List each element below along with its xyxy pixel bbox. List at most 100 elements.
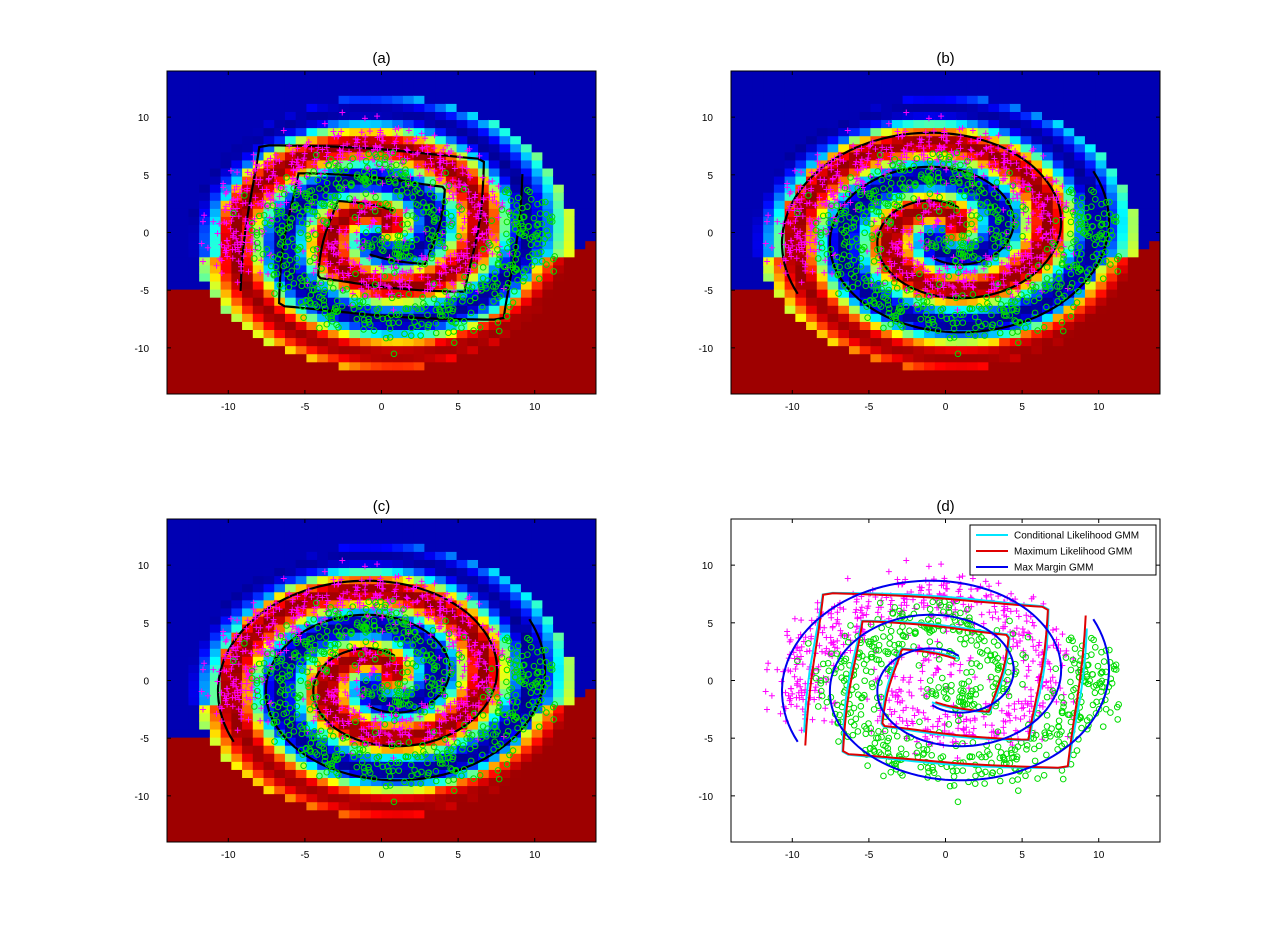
circle-marker bbox=[945, 160, 953, 168]
plus-marker bbox=[434, 259, 441, 266]
plus-marker bbox=[802, 232, 809, 239]
plus-marker bbox=[259, 645, 266, 652]
circle-marker bbox=[852, 683, 860, 691]
circle-marker bbox=[353, 763, 361, 771]
plus-marker bbox=[256, 163, 263, 170]
plus-marker bbox=[244, 617, 251, 624]
plus-marker bbox=[982, 130, 989, 137]
plus-marker bbox=[963, 716, 970, 723]
plus-marker bbox=[814, 158, 821, 165]
circle-marker bbox=[1031, 309, 1039, 317]
circle-marker bbox=[866, 745, 874, 753]
circle-marker bbox=[310, 734, 318, 742]
circle-marker bbox=[489, 283, 497, 290]
plus-marker bbox=[791, 673, 798, 680]
circle-marker bbox=[1106, 198, 1113, 206]
x-tick-label: -10 bbox=[785, 402, 800, 413]
circle-marker bbox=[404, 189, 411, 196]
plus-marker bbox=[922, 285, 929, 292]
circle-marker bbox=[299, 277, 306, 285]
plus-marker bbox=[796, 199, 803, 206]
plus-marker bbox=[456, 199, 463, 206]
circle-marker bbox=[444, 298, 451, 305]
circle-marker bbox=[337, 615, 344, 622]
plus-marker bbox=[809, 716, 816, 723]
plus-marker bbox=[792, 665, 799, 672]
circle-marker bbox=[424, 311, 431, 319]
plus-marker bbox=[471, 642, 478, 649]
circle-marker bbox=[852, 715, 860, 723]
plus-marker bbox=[955, 140, 962, 147]
plus-marker bbox=[940, 294, 947, 301]
plus-marker bbox=[258, 705, 265, 712]
circle-marker bbox=[882, 265, 889, 272]
plus-marker bbox=[822, 201, 829, 208]
circle-marker bbox=[954, 350, 962, 358]
plus-marker bbox=[970, 277, 977, 284]
plus-marker bbox=[330, 250, 337, 257]
circle-marker bbox=[542, 646, 549, 654]
circle-marker bbox=[1092, 262, 1100, 269]
circle-marker bbox=[1006, 169, 1013, 177]
circle-marker bbox=[424, 772, 432, 779]
circle-marker bbox=[436, 240, 443, 247]
circle-marker bbox=[895, 203, 903, 211]
plus-marker bbox=[370, 217, 377, 224]
plus-marker bbox=[225, 690, 232, 697]
plus-marker bbox=[427, 603, 434, 610]
circle-marker bbox=[1012, 220, 1020, 227]
plus-marker bbox=[836, 172, 843, 179]
plus-marker bbox=[475, 683, 482, 690]
circle-marker bbox=[397, 192, 404, 200]
circle-marker bbox=[455, 680, 462, 688]
plus-marker bbox=[1035, 642, 1042, 649]
circle-marker bbox=[924, 764, 932, 772]
plus-marker bbox=[874, 609, 881, 616]
plus-marker bbox=[450, 643, 457, 650]
plus-marker bbox=[887, 273, 894, 280]
plus-marker bbox=[437, 159, 444, 166]
circle-marker bbox=[356, 301, 364, 309]
circle-marker bbox=[913, 603, 920, 611]
plus-marker bbox=[233, 183, 240, 190]
plus-marker bbox=[1018, 700, 1025, 707]
circle-marker bbox=[407, 780, 415, 787]
plus-marker bbox=[892, 212, 899, 219]
plus-marker bbox=[335, 132, 342, 139]
plus-marker bbox=[266, 193, 273, 200]
circle-marker bbox=[449, 305, 457, 312]
circle-marker bbox=[534, 668, 542, 676]
circle-marker bbox=[847, 174, 854, 181]
plus-marker bbox=[463, 165, 470, 172]
circle-marker bbox=[277, 184, 285, 192]
circle-marker bbox=[387, 617, 395, 624]
plus-marker bbox=[441, 262, 448, 269]
plus-marker bbox=[908, 244, 915, 251]
plus-marker bbox=[837, 604, 844, 611]
circle-marker bbox=[408, 238, 416, 245]
circle-marker bbox=[988, 311, 995, 319]
circle-marker bbox=[544, 232, 552, 239]
plus-marker bbox=[918, 151, 925, 158]
circle-marker bbox=[351, 742, 358, 749]
circle-marker bbox=[1007, 301, 1015, 309]
plus-marker bbox=[1015, 250, 1022, 257]
circle-marker bbox=[374, 226, 382, 234]
plus-marker bbox=[265, 718, 272, 725]
plus-marker bbox=[929, 284, 936, 291]
circle-marker bbox=[945, 273, 953, 280]
plus-marker bbox=[234, 279, 241, 286]
plus-marker bbox=[273, 179, 280, 186]
circle-marker bbox=[972, 243, 980, 250]
plus-marker bbox=[887, 144, 894, 151]
plus-marker bbox=[407, 715, 414, 722]
plus-marker bbox=[421, 736, 428, 743]
plus-marker bbox=[954, 307, 961, 314]
plus-marker bbox=[447, 219, 454, 226]
plus-marker bbox=[391, 277, 398, 284]
plus-marker bbox=[860, 180, 867, 187]
circle-marker bbox=[270, 701, 277, 709]
plus-marker bbox=[343, 226, 350, 233]
circle-marker bbox=[538, 257, 546, 265]
circle-marker bbox=[317, 279, 325, 287]
